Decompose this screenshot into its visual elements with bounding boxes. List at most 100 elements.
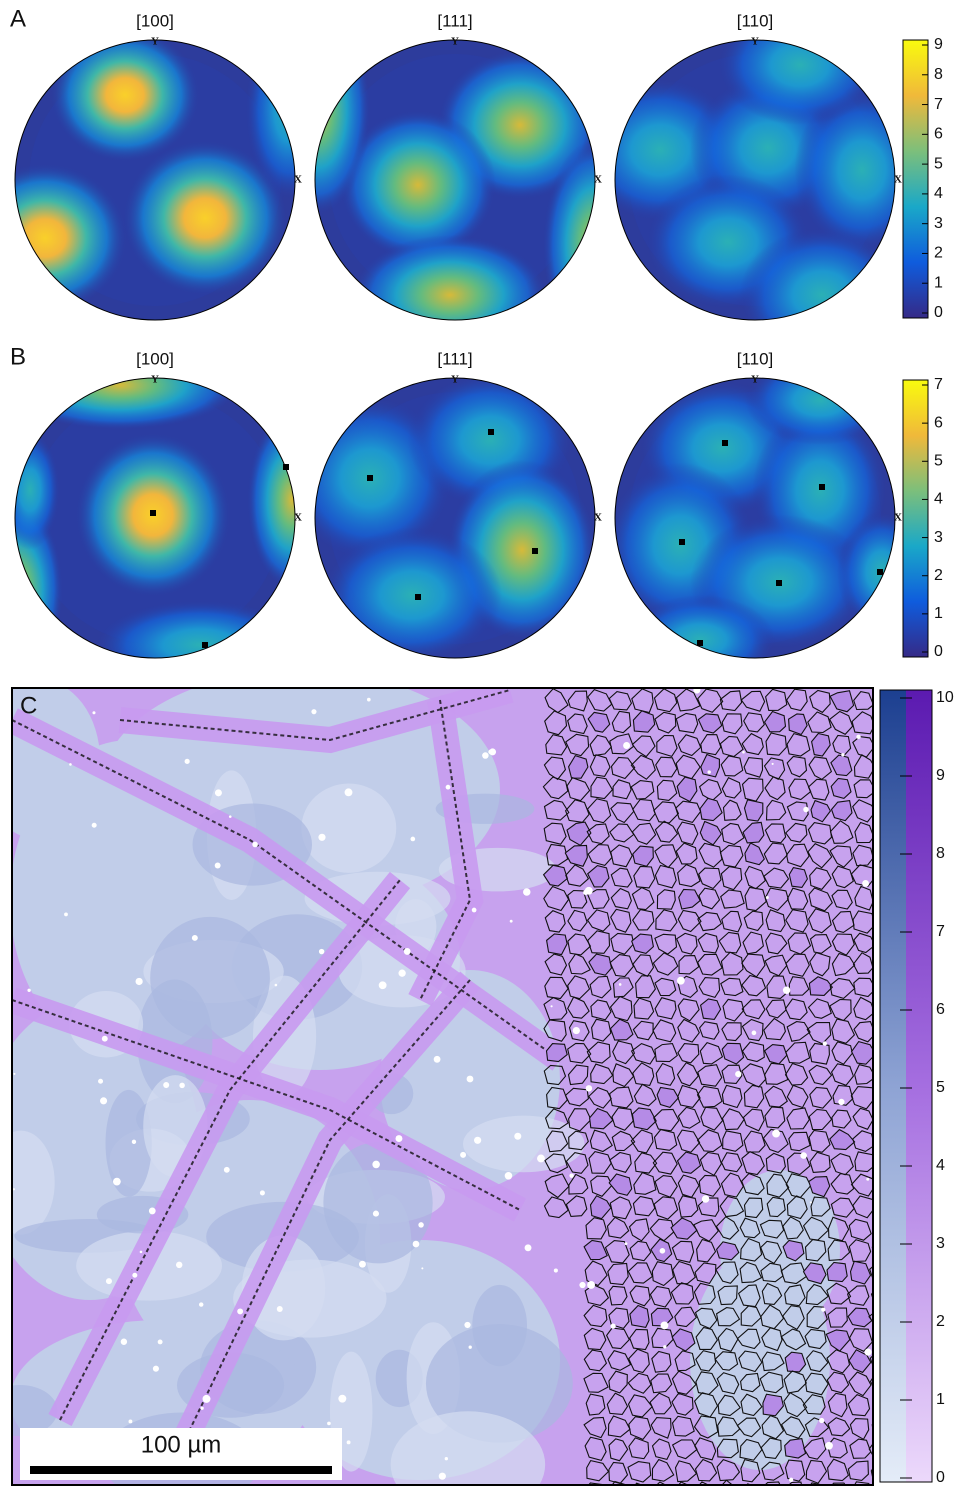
pore [865, 1349, 872, 1356]
orientation-marker [150, 510, 156, 516]
density-peak [0, 430, 60, 550]
colorbar-tick-label: 0 [934, 304, 943, 321]
pole-figure [0, 20, 335, 320]
panel-label: B [10, 343, 26, 370]
panel-label: C [20, 692, 37, 719]
pole-figure [266, 5, 648, 355]
orientation-marker [367, 475, 373, 481]
pole-figure-title: [111] [437, 349, 472, 368]
pore [27, 989, 30, 992]
pore [149, 1208, 156, 1215]
pore [199, 1302, 203, 1306]
pore [862, 880, 869, 887]
pore [102, 1036, 108, 1042]
pore [505, 1172, 513, 1180]
pore [772, 1130, 780, 1138]
colorbar-tick-label: 5 [934, 155, 943, 172]
fine-grain [745, 800, 763, 821]
pore [418, 1222, 423, 1227]
pore [13, 1188, 15, 1190]
pore [467, 1076, 474, 1083]
pore [185, 759, 190, 764]
orientation-marker [202, 642, 208, 648]
pore [735, 1071, 741, 1077]
pore [215, 863, 221, 869]
pore [573, 1027, 580, 1034]
pore [488, 750, 493, 755]
axis-x: X [894, 512, 902, 524]
density-peak [0, 340, 240, 430]
pole-figure [0, 340, 337, 690]
axis-x: X [594, 512, 602, 524]
pore [766, 896, 769, 899]
pore [482, 752, 488, 758]
colorbar-tick-label: 7 [936, 923, 945, 940]
pore [404, 948, 411, 955]
orientation-marker [697, 640, 703, 646]
scale-bar [30, 1466, 332, 1474]
colorbar-tick-label: 6 [934, 414, 943, 431]
pore [163, 1082, 169, 1088]
pore [551, 1005, 553, 1007]
colorbar [903, 40, 928, 318]
orientation-marker [488, 429, 494, 435]
pore [92, 711, 95, 714]
pore [113, 1178, 121, 1186]
pore [367, 698, 371, 702]
pore [825, 1442, 833, 1450]
pore [200, 1407, 203, 1410]
colorbar-tick-label: 1 [934, 605, 943, 622]
pole-figures: A[100]YX[111]YX[110]YX0123456789B[100]YX… [0, 5, 943, 690]
colorbar-tick-label: 3 [934, 529, 943, 546]
pore [446, 785, 451, 790]
pore [13, 1073, 15, 1075]
orientation-marker [722, 440, 728, 446]
pore [372, 1161, 380, 1169]
colorbar-tick-label: 9 [934, 36, 943, 53]
density-peak [322, 528, 502, 663]
colorbar-tick-label: 2 [934, 567, 943, 584]
colorbar-tick-label: 5 [934, 453, 943, 470]
pore [260, 1190, 265, 1195]
orientation-marker [776, 580, 782, 586]
colorbar [903, 380, 928, 657]
axis-y: Y [751, 374, 759, 386]
axis-y: Y [451, 374, 459, 386]
pore [132, 1273, 137, 1278]
pore [106, 1278, 112, 1284]
pore [660, 1248, 666, 1254]
pore [661, 1321, 669, 1329]
pore [224, 1167, 230, 1173]
orientation-marker [679, 539, 685, 545]
pore [772, 763, 774, 765]
pore [707, 770, 710, 773]
axis-x: X [594, 174, 602, 186]
axis-y: Y [751, 36, 759, 48]
pore [421, 1267, 423, 1269]
colorbar-tick-label: 10 [936, 689, 954, 706]
figure: A[100]YX[111]YX[110]YX0123456789B[100]YX… [0, 0, 958, 1488]
pore [585, 887, 593, 895]
colorbar-tick-label: 4 [934, 491, 943, 508]
axis-y: Y [151, 374, 159, 386]
colorbar-tick-label: 4 [934, 185, 943, 202]
pore [537, 1155, 545, 1163]
pore [579, 1282, 585, 1288]
grain-shade [301, 784, 396, 873]
colorbar-tick-label: 0 [934, 643, 943, 660]
pore [121, 1339, 127, 1345]
pore [823, 1041, 827, 1045]
pore [783, 986, 790, 993]
colorbar-tick-label: 2 [934, 245, 943, 262]
pore [327, 1422, 331, 1426]
density-peak [745, 355, 895, 445]
pole-figure-title: [110] [737, 349, 774, 368]
colorbar-tick-label: 0 [936, 1469, 945, 1486]
density-peak [353, 235, 548, 355]
pore [252, 842, 258, 848]
pore [311, 709, 316, 714]
colorbar-tick-label: 8 [936, 845, 945, 862]
orientation-marker [532, 548, 538, 554]
pore [523, 888, 530, 895]
pore [379, 981, 387, 989]
